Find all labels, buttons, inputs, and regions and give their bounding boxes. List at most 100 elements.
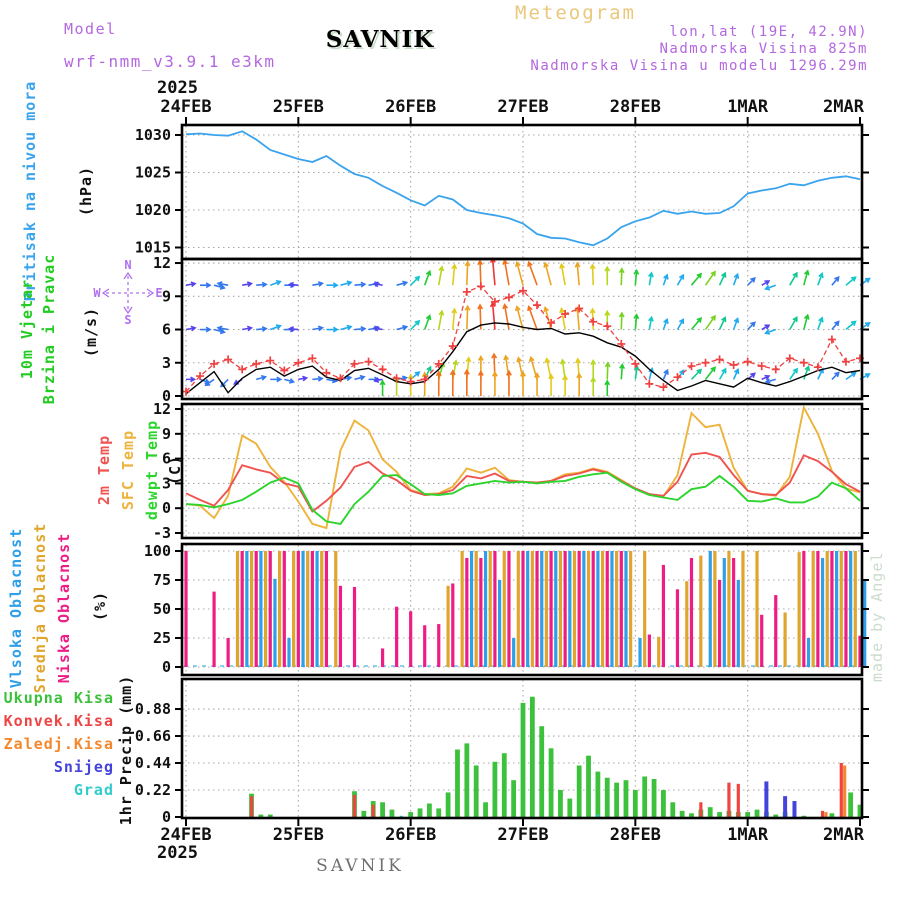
wind-arrow <box>410 275 421 286</box>
wind-gust-marker <box>406 377 415 386</box>
cloud-bar <box>657 636 661 667</box>
wind-arrow <box>845 276 857 286</box>
wind-arrow <box>764 328 777 335</box>
wind-arrow <box>435 370 442 396</box>
y-tick-label: 0 <box>162 658 171 676</box>
wind-arrow <box>312 325 325 332</box>
cloud-bar <box>853 551 857 667</box>
wind-arrow <box>604 265 611 286</box>
precip-bar <box>595 771 601 817</box>
cloud-bar <box>516 551 520 667</box>
wind-speed-line <box>185 322 861 395</box>
cloud-bar <box>629 551 633 667</box>
compass-w: W <box>93 286 101 300</box>
wind-arrow <box>312 281 325 287</box>
cloud-bar <box>324 551 329 667</box>
cloud-bar <box>287 638 291 667</box>
x-tick-label-top: 28FEB <box>610 97 661 117</box>
wind-arrow <box>514 305 524 330</box>
wind-arrow <box>747 321 756 331</box>
cloud-bar <box>835 551 839 667</box>
precip-bar <box>426 803 432 817</box>
wind-arrow <box>604 361 611 380</box>
wind-arrow <box>845 320 857 331</box>
wind-arrow <box>618 311 625 330</box>
cloud-bar <box>544 551 548 667</box>
wind-gust-marker <box>252 359 261 368</box>
precip-bar <box>352 794 357 817</box>
wind-gust-marker <box>687 362 696 371</box>
cloud-bar <box>479 557 483 667</box>
wind-panel: 0 3 6 9 12 <box>153 254 871 405</box>
precip-bar <box>745 812 751 817</box>
y-tick-label: 1030 <box>135 126 171 144</box>
wind-arrow <box>803 313 810 330</box>
wind-arrow <box>732 368 740 380</box>
cloud-bar <box>802 551 806 667</box>
x-tick-label-top: 24FEB <box>160 97 211 117</box>
wind-gust-marker <box>308 354 317 363</box>
wind-arrow <box>354 374 366 381</box>
wind-gust-marker <box>701 358 710 367</box>
x-tick-label-bottom: 2MAR <box>823 825 865 845</box>
wind-arrow <box>548 373 555 396</box>
wind-arrow <box>502 303 510 330</box>
wind-arrow <box>590 358 597 380</box>
precip-bar <box>604 777 610 817</box>
cloud-bar <box>526 551 530 667</box>
y-tick-label: 1025 <box>135 164 171 182</box>
wind-arrow <box>516 356 524 380</box>
wind-gust-marker <box>322 368 331 377</box>
wind-gust-marker <box>659 383 668 392</box>
wind-gust-marker <box>547 318 556 327</box>
wind-arrow <box>845 371 857 381</box>
y-tick-label: 3 <box>162 474 171 492</box>
x-tick-label-bottom: 26FEB <box>385 825 436 845</box>
precip-bar <box>586 755 591 817</box>
wind-gust-marker <box>476 282 485 291</box>
cloud-bar <box>530 551 534 667</box>
wind-arrow <box>718 316 727 330</box>
cloud-bar <box>334 551 338 667</box>
wind-arrow <box>464 260 471 286</box>
pressure-unit: (hPa) <box>77 165 95 217</box>
wind-arrow <box>423 365 432 380</box>
wind-arrow <box>761 280 771 286</box>
pressure-axis-title: Pritisak na nivou mora <box>21 80 39 302</box>
precip-bar <box>445 792 451 817</box>
cloud-bar <box>212 591 216 667</box>
wind-arrow <box>704 270 716 286</box>
cloud-panel: 0 25 50 75 100 <box>144 542 869 677</box>
cloud-bar <box>493 551 497 667</box>
wind-gust-marker <box>490 297 499 306</box>
wind-arrow <box>831 371 840 380</box>
wind-gust-marker <box>771 365 780 374</box>
lonlat-label: lon,lat (19E, 42.9N) <box>669 24 868 40</box>
wind-gust-marker <box>617 339 626 348</box>
footer-station-label: SAVNIK <box>316 856 404 876</box>
precip-bar <box>473 765 479 817</box>
precip-bar <box>548 748 554 817</box>
wind-arrow <box>396 280 409 287</box>
cloud-bar <box>717 580 722 667</box>
app-title: Meteogram <box>515 2 636 24</box>
precip-bar <box>576 765 582 817</box>
precip-bar <box>801 815 807 817</box>
wind-arrow <box>489 301 496 330</box>
pressure-panel: 1015 1020 1025 1030 <box>135 123 869 261</box>
wind-arrow <box>242 325 254 332</box>
wind-arrow <box>287 281 299 288</box>
cloud-bar <box>249 551 254 667</box>
wind-gust-marker <box>785 354 794 363</box>
cloud-bar <box>395 606 399 667</box>
wind-arrow <box>464 304 471 330</box>
precip-bar <box>699 802 703 817</box>
wind-arrow <box>269 279 282 286</box>
y-tick-label: 1015 <box>135 239 171 257</box>
wind-arrow <box>423 314 432 330</box>
wind-arrow <box>256 326 268 332</box>
wind-arrow <box>372 325 383 332</box>
wind-arrow <box>676 318 685 330</box>
y-tick-label: 12 <box>153 400 171 418</box>
compass-n: N <box>124 258 131 272</box>
